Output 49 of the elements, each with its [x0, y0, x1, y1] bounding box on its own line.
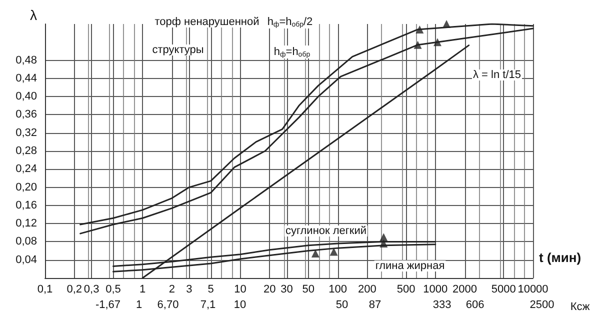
annotation: λ = ln t/15	[472, 69, 522, 81]
x-tick-label: 30	[280, 284, 293, 296]
text: 606	[466, 299, 484, 311]
x-axis-title: t (мин)	[539, 250, 582, 265]
y-tick-label: 0,40	[16, 90, 37, 103]
x-tick-label: 10000	[518, 284, 548, 296]
y-tick-label: 0,20	[16, 181, 37, 194]
text: 87	[368, 299, 382, 311]
x-tick-label: 3	[186, 284, 192, 296]
x-tick-label: 10	[234, 284, 246, 296]
x-tick-label: 2000	[452, 284, 478, 296]
annotation: суглинок легкий	[285, 225, 367, 237]
x-tick-label: 20	[263, 284, 276, 296]
text: 6,70	[157, 299, 179, 311]
x-tick-label: 1	[140, 284, 146, 296]
text: Ксж	[570, 301, 590, 313]
text: 50	[336, 299, 348, 311]
annotation: структуры	[152, 44, 204, 56]
x-tick-label: 5000	[491, 284, 516, 296]
y-tick-label: 0,32	[16, 126, 37, 139]
text: 7,1	[200, 299, 216, 311]
y-tick-label: 0,12	[16, 218, 37, 230]
text: 333	[432, 299, 452, 311]
annotation: глина жирная	[375, 260, 445, 272]
y-tick-label: 0,04	[16, 254, 37, 266]
x-tick-label: 0,3	[84, 284, 100, 296]
x-tick-label: 2	[168, 284, 176, 296]
text: -1,67	[95, 299, 121, 311]
x-tick-label: 50	[302, 284, 315, 296]
y-tick-label: 0,36	[16, 108, 37, 121]
x-tick-label: 100	[328, 284, 347, 296]
x-tick-label: 0,1	[37, 284, 53, 296]
x-tick-label: 0,5	[106, 284, 121, 296]
x-tick-label: 0,2	[66, 284, 82, 296]
x-tick-label: 200	[358, 284, 376, 296]
x-tick-label: 1000	[423, 284, 448, 296]
text: 10	[234, 299, 246, 311]
y-tick-label: 0,44	[16, 72, 37, 84]
annotation: торф ненарушенной	[154, 16, 260, 28]
y-tick-label: 0,48	[16, 54, 37, 66]
y-tick-label: 0,24	[16, 163, 37, 176]
x-tick-label: 500	[396, 284, 416, 296]
text: 1	[136, 299, 142, 311]
y-tick-label: 0,28	[16, 145, 37, 157]
y-tick-label: 0,16	[16, 199, 37, 212]
y-tick-label: 0,08	[16, 236, 37, 248]
text: 2500	[530, 299, 554, 311]
x-tick-label: 5	[208, 284, 214, 296]
y-axis-title: λ	[30, 7, 37, 23]
